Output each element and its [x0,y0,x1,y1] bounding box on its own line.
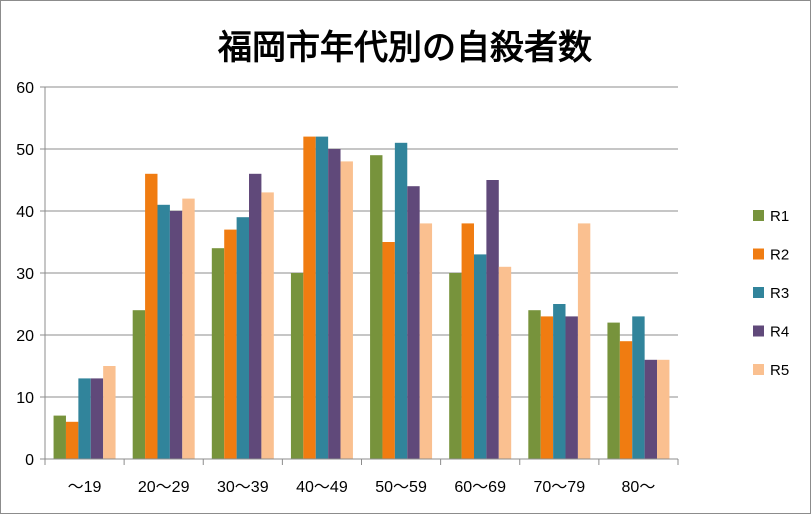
bar-r3 [394,142,408,460]
bar-r2 [145,173,158,460]
bar-r2 [303,136,316,459]
bar-r3 [473,254,487,459]
legend-swatch-r2 [753,248,764,260]
x-category-label: ～19 [68,479,102,496]
bar-r4 [644,359,658,459]
legend-swatch-r1 [753,210,764,221]
bar-r1 [290,273,304,459]
bar-r2 [224,229,237,459]
bar-r4 [486,180,499,459]
bar-r5 [577,223,591,459]
chart-title: 福岡市年代別の自殺者数 [217,28,592,68]
bar-r2 [619,341,633,459]
bar-r3 [157,204,170,459]
bar-r1 [132,310,146,459]
bar-r4 [169,211,183,459]
x-category-label: 80～ [622,479,656,496]
bar-r1 [53,415,66,459]
y-tick-label: 0 [25,452,34,469]
bar-r4 [407,186,420,459]
x-axis-ticks: ～19 20～29 30～39 40～49 50～59 60～69 70～79 80～ [44,459,679,496]
bar-r3 [315,136,329,459]
bar-r1 [370,155,383,459]
legend-swatch-r3 [753,287,764,298]
x-category-label: 20～29 [138,479,190,496]
legend-swatch-r5 [753,364,764,375]
bar-r4 [565,316,578,459]
y-axis-ticks: 0 10 20 30 40 50 60 [16,80,45,469]
bar-r3 [78,378,91,459]
bar-r5 [340,161,353,459]
y-tick-label: 20 [16,328,34,345]
x-category-label: 30～39 [217,479,269,496]
bar-r4 [249,173,262,460]
bar-r4 [328,149,341,459]
legend-swatch-r4 [753,325,764,337]
bar-r1 [449,273,462,459]
y-tick-label: 30 [16,266,34,283]
x-category-label: 70～79 [534,479,586,496]
bar-r2 [540,316,554,459]
x-category-label: 60～69 [454,479,506,496]
legend-label-r4: R4 [770,324,789,341]
bar-r5 [182,198,195,459]
x-category-label: 50～59 [375,479,427,496]
bars [53,136,670,460]
bar-r3 [553,304,566,459]
bar-r2 [461,223,474,459]
legend-label-r3: R3 [770,285,789,302]
bar-r1 [528,310,541,459]
bar-r5 [419,223,433,459]
bar-r2 [382,242,395,459]
bar-r1 [211,248,225,459]
legend-label-r2: R2 [770,247,789,264]
bar-r5 [498,266,512,459]
bar-r5 [103,366,116,459]
legend-label-r1: R1 [770,208,789,225]
y-tick-label: 60 [16,80,34,97]
y-tick-label: 40 [16,204,34,221]
bar-r1 [607,322,620,459]
bar-r4 [90,378,104,459]
legend-label-r5: R5 [770,362,789,379]
bar-r5 [261,192,274,459]
bar-r3 [632,316,645,459]
x-category-label: 40～49 [296,479,348,496]
bar-r5 [657,359,670,459]
y-tick-label: 10 [16,390,34,407]
bar-r3 [236,217,250,459]
bar-r2 [65,421,79,459]
y-tick-label: 50 [16,142,34,159]
legend: R1 R2 R3 R4 R5 [753,208,789,379]
